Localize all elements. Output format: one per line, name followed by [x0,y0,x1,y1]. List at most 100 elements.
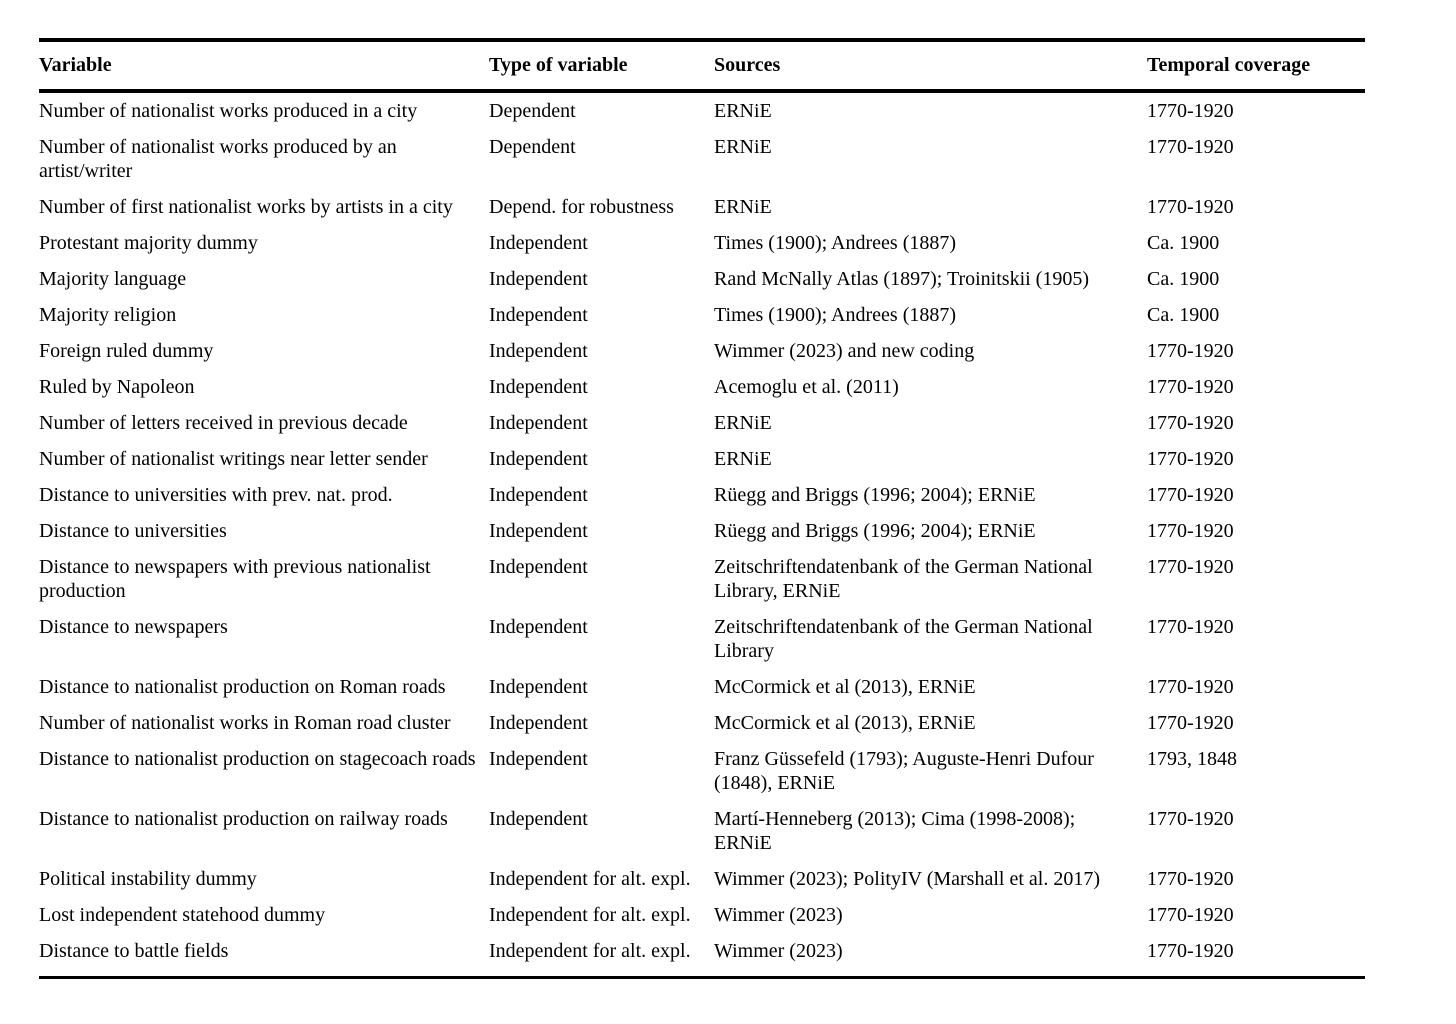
cell-sources: ERNiE [714,412,772,434]
cell-sources: Times (1900); Andrees (1887) [714,304,957,326]
cell-type-of-variable: Independent [489,748,588,770]
table-row: Distance to nationalist production on Ro… [39,669,1365,705]
header-row: Variable Type of variable Sources Tempor… [39,40,1365,93]
cell-sources: ERNiE [714,100,772,122]
cell-variable: Lost independent statehood dummy [39,904,326,926]
table-row: Number of nationalist works produced in … [39,91,1365,129]
cell-variable: Distance to newspapers with previous nat… [39,556,431,602]
table-row: Number of letters received in previous d… [39,405,1365,441]
cell-temporal-coverage: 1770-1920 [1147,904,1234,926]
cell-variable: Distance to universities [39,520,227,542]
table-row: Distance to newspapers with previous nat… [39,549,1365,609]
cell-type-of-variable: Independent for alt. expl. [489,868,691,890]
cell-type-of-variable: Independent [489,520,588,542]
cell-type-of-variable: Independent [489,556,588,578]
table-row: Number of first nationalist works by art… [39,189,1365,225]
cell-type-of-variable: Dependent [489,100,576,122]
cell-sources: Franz Güssefeld (1793); Auguste-Henri Du… [714,748,1094,794]
cell-variable: Number of nationalist works in Roman roa… [39,712,451,734]
table-row: Majority religion Independent Times (1900)… [39,297,1365,333]
cell-sources: Zeitschriftendatenbank of the German Nat… [714,556,1093,602]
cell-sources: Martí-Henneberg (2013); Cima (1998-2008)… [714,808,1076,854]
cell-temporal-coverage: 1770-1920 [1147,136,1234,158]
cell-temporal-coverage: Ca. 1900 [1147,268,1220,290]
table-body: Number of nationalist works produced in … [39,91,1365,978]
cell-sources: ERNiE [714,196,772,218]
cell-temporal-coverage: 1770-1920 [1147,100,1234,122]
cell-variable: Number of first nationalist works by art… [39,196,453,218]
cell-temporal-coverage: Ca. 1900 [1147,232,1220,254]
table-row: Protestant majority dummy Independent Time… [39,225,1365,261]
cell-type-of-variable: Independent [489,616,588,638]
cell-type-of-variable: Independent [489,484,588,506]
cell-temporal-coverage: 1770-1920 [1147,616,1234,638]
cell-variable: Number of nationalist works produced in … [39,100,418,122]
cell-sources: ERNiE [714,136,772,158]
table-row: Majority language Independent Rand McNally… [39,261,1365,297]
cell-type-of-variable: Independent [489,412,588,434]
cell-sources: Wimmer (2023) and new coding [714,340,975,362]
cell-variable: Number of letters received in previous d… [39,412,408,434]
cell-variable: Majority language [39,268,187,290]
cell-sources: Zeitschriftendatenbank of the German Nat… [714,616,1093,662]
table-row: Distance to battle fields Independent for… [39,933,1365,978]
cell-sources: McCormick et al (2013), ERNiE [714,712,976,734]
cell-temporal-coverage: 1770-1920 [1147,556,1234,578]
cell-variable: Protestant majority dummy [39,232,258,254]
cell-sources: McCormick et al (2013), ERNiE [714,676,976,698]
cell-variable: Number of nationalist works produced by … [39,136,397,182]
cell-sources: Times (1900); Andrees (1887) [714,232,957,254]
cell-variable: Distance to battle fields [39,940,229,962]
cell-sources: Wimmer (2023) [714,940,843,962]
cell-type-of-variable: Independent [489,232,588,254]
cell-sources: Rüegg and Briggs (1996; 2004); ERNiE [714,520,1036,542]
table-row: Distance to newspapers Independent Zeitsch… [39,609,1365,669]
cell-variable: Ruled by Napoleon [39,376,195,398]
variables-table: Variable Type of variable Sources Tempor… [39,38,1365,979]
cell-type-of-variable: Independent [489,712,588,734]
cell-variable: Foreign ruled dummy [39,340,214,362]
cell-variable: Political instability dummy [39,868,257,890]
cell-temporal-coverage: 1770-1920 [1147,868,1234,890]
cell-variable: Distance to newspapers [39,616,228,638]
column-header-temporal-coverage: Temporal coverage [1147,40,1365,93]
cell-type-of-variable: Independent [489,340,588,362]
cell-temporal-coverage: 1770-1920 [1147,940,1234,962]
cell-sources: ERNiE [714,448,772,470]
cell-type-of-variable: Independent [489,268,588,290]
cell-variable: Distance to nationalist production on ra… [39,808,448,830]
column-header-type-of-variable: Type of variable [489,40,714,93]
cell-type-of-variable: Dependent [489,136,576,158]
cell-temporal-coverage: 1770-1920 [1147,448,1234,470]
table-row: Political instability dummy Independent f… [39,861,1365,897]
cell-temporal-coverage: 1770-1920 [1147,676,1234,698]
cell-sources: Rüegg and Briggs (1996; 2004); ERNiE [714,484,1036,506]
cell-sources: Acemoglu et al. (2011) [714,376,899,398]
table-row: Distance to universities Independent Rüegg… [39,513,1365,549]
cell-type-of-variable: Independent for alt. expl. [489,940,691,962]
cell-type-of-variable: Independent [489,448,588,470]
cell-temporal-coverage: 1770-1920 [1147,412,1234,434]
cell-variable: Distance to nationalist production on Ro… [39,676,446,698]
cell-sources: Rand McNally Atlas (1897); Troinitskii (… [714,268,1089,290]
table-row: Ruled by Napoleon Independent Acemoglu et … [39,369,1365,405]
table-row: Number of nationalist works in Roman roa… [39,705,1365,741]
cell-temporal-coverage: 1770-1920 [1147,376,1234,398]
cell-type-of-variable: Independent [489,304,588,326]
cell-temporal-coverage: Ca. 1900 [1147,304,1220,326]
cell-temporal-coverage: 1770-1920 [1147,340,1234,362]
cell-type-of-variable: Depend. for robustness [489,196,674,218]
table-header: Variable Type of variable Sources Tempor… [39,40,1365,93]
cell-temporal-coverage: 1770-1920 [1147,484,1234,506]
cell-sources: Wimmer (2023); PolityIV (Marshall et al.… [714,868,1100,890]
cell-variable: Distance to universities with prev. nat.… [39,484,393,506]
column-header-sources: Sources [714,40,1147,93]
table-row: Distance to nationalist production on st… [39,741,1365,801]
cell-type-of-variable: Independent [489,808,588,830]
cell-type-of-variable: Independent [489,676,588,698]
cell-variable: Distance to nationalist production on st… [39,748,476,770]
table-row: Number of nationalist writings near lett… [39,441,1365,477]
cell-variable: Majority religion [39,304,177,326]
cell-temporal-coverage: 1770-1920 [1147,808,1234,830]
